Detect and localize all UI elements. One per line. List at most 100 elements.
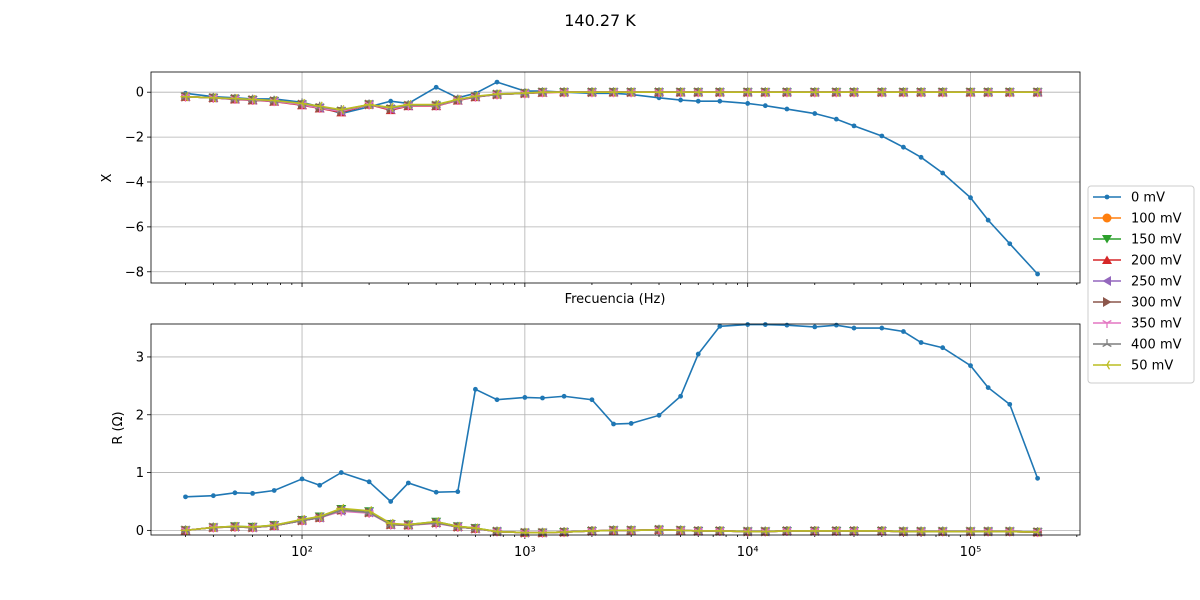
bottom-data-point [628, 421, 634, 426]
bottom-xtick-label: 10³ [514, 545, 536, 560]
bottom-data-point [540, 395, 545, 401]
bottom-data-point [452, 521, 461, 532]
bottom-data-point [473, 386, 478, 392]
top-data-point [314, 101, 323, 111]
top-data-point [812, 111, 818, 116]
bottom-data-point [608, 525, 617, 536]
bottom-data-point [876, 526, 885, 536]
bottom-data-point [183, 494, 188, 500]
top-data-point [851, 123, 857, 129]
bottom-data-point [812, 324, 818, 330]
legend-entry: 150 mV [1093, 233, 1182, 248]
top-data-point [654, 87, 663, 97]
bottom-data-point [388, 499, 394, 504]
legend-entry: 0 mV [1093, 191, 1165, 206]
top-data-point [1007, 241, 1013, 247]
bottom-data-point [586, 526, 595, 536]
legend-entry: 300 mV [1093, 296, 1182, 311]
top-data-point [985, 217, 991, 223]
top-data-point [898, 87, 907, 97]
legend-label: 250 mV [1131, 275, 1182, 290]
figure-title: 140.27 K [564, 11, 636, 30]
bottom-data-point [848, 526, 858, 536]
top-data-point [492, 89, 501, 99]
legend-label: 100 mV [1131, 212, 1182, 227]
bottom-data-point [611, 421, 616, 427]
legend-marker [1104, 194, 1110, 200]
top-data-point [385, 102, 394, 113]
legend-marker [1103, 297, 1112, 307]
bottom-data-point [1007, 401, 1013, 407]
bottom-data-point [714, 526, 723, 536]
bottom-xtick-label: 10² [291, 545, 313, 560]
legend-label: 50 mV [1131, 359, 1173, 374]
bottom-xtick-label: 10⁵ [960, 545, 982, 560]
top-data-point [608, 87, 617, 97]
bottom-data-point [879, 325, 885, 331]
bottom-data-point [455, 489, 461, 495]
bottom-data-point [675, 525, 684, 536]
top-xlabel: Frecuencia (Hz) [565, 292, 666, 307]
top-ytick-label: −6 [125, 220, 144, 235]
top-ytick-label: −8 [125, 265, 144, 280]
bottom-data-point [299, 476, 305, 482]
bottom-ytick-label: 0 [136, 524, 144, 539]
bottom-data-point [210, 493, 216, 499]
bottom-data-point [470, 523, 479, 533]
bottom-frame [150, 323, 1081, 536]
top-data-point [760, 87, 769, 97]
bottom-data-point [403, 519, 412, 530]
bottom-data-point [940, 345, 946, 351]
top-data-point [901, 144, 906, 150]
bottom-data-point [522, 395, 528, 400]
bottom-data-point [831, 526, 840, 536]
top-data-point [937, 87, 946, 97]
legend-entry: 100 mV [1093, 212, 1182, 227]
bottom-ytick-label: 2 [136, 408, 144, 423]
bottom-data-point [405, 480, 411, 486]
bottom-plot-area [151, 324, 1080, 535]
top-data-point [559, 87, 568, 97]
bottom-data-point [717, 323, 723, 329]
bottom-data-point [366, 479, 372, 485]
legend-label: 0 mV [1131, 191, 1165, 206]
bottom-data-point [693, 526, 702, 536]
bottom-data-point [232, 490, 238, 496]
legend-label: 200 mV [1131, 254, 1182, 269]
bottom-data-point [968, 363, 973, 369]
bottom-data-point [654, 525, 663, 535]
bottom-data-point [364, 506, 373, 516]
legend-marker [1102, 276, 1111, 286]
top-data-point [626, 87, 635, 97]
bottom-data-point [317, 482, 323, 488]
top-data-point [831, 87, 840, 97]
bottom-data-point [762, 322, 768, 327]
top-frame [150, 71, 1081, 284]
legend-marker [1102, 255, 1112, 264]
bottom-panel: 0 1 2 3 10² 10³ 10⁴ 10⁵ [136, 322, 1081, 560]
top-data-point [784, 106, 790, 112]
bottom-data-point [271, 488, 277, 493]
bottom-data-point [1035, 475, 1040, 481]
legend: 0 mV 100 mV 150 mV 200 mV 250 mV 300 mV 350 mV… [1087, 185, 1195, 384]
legend-label: 400 mV [1131, 338, 1182, 353]
legend-label: 150 mV [1131, 233, 1182, 248]
legend-marker [1102, 360, 1111, 370]
bottom-data-point [851, 325, 857, 331]
legend-label: 300 mV [1131, 296, 1182, 311]
top-data-point [452, 94, 461, 105]
top-data-point [247, 94, 256, 105]
bottom-data-point [626, 525, 635, 536]
top-data-point [208, 93, 217, 103]
top-data-point [433, 84, 439, 90]
top-data-point [470, 91, 479, 101]
bottom-data-point [250, 490, 255, 496]
top-series-50-mV [180, 87, 1041, 115]
bottom-data-point [901, 329, 906, 334]
bottom-data-point [247, 522, 256, 532]
legend-entry: 50 mV [1093, 359, 1173, 374]
top-data-point [745, 101, 751, 106]
top-data-point [537, 87, 546, 97]
bottom-ylabel: R (Ω) [111, 411, 126, 444]
